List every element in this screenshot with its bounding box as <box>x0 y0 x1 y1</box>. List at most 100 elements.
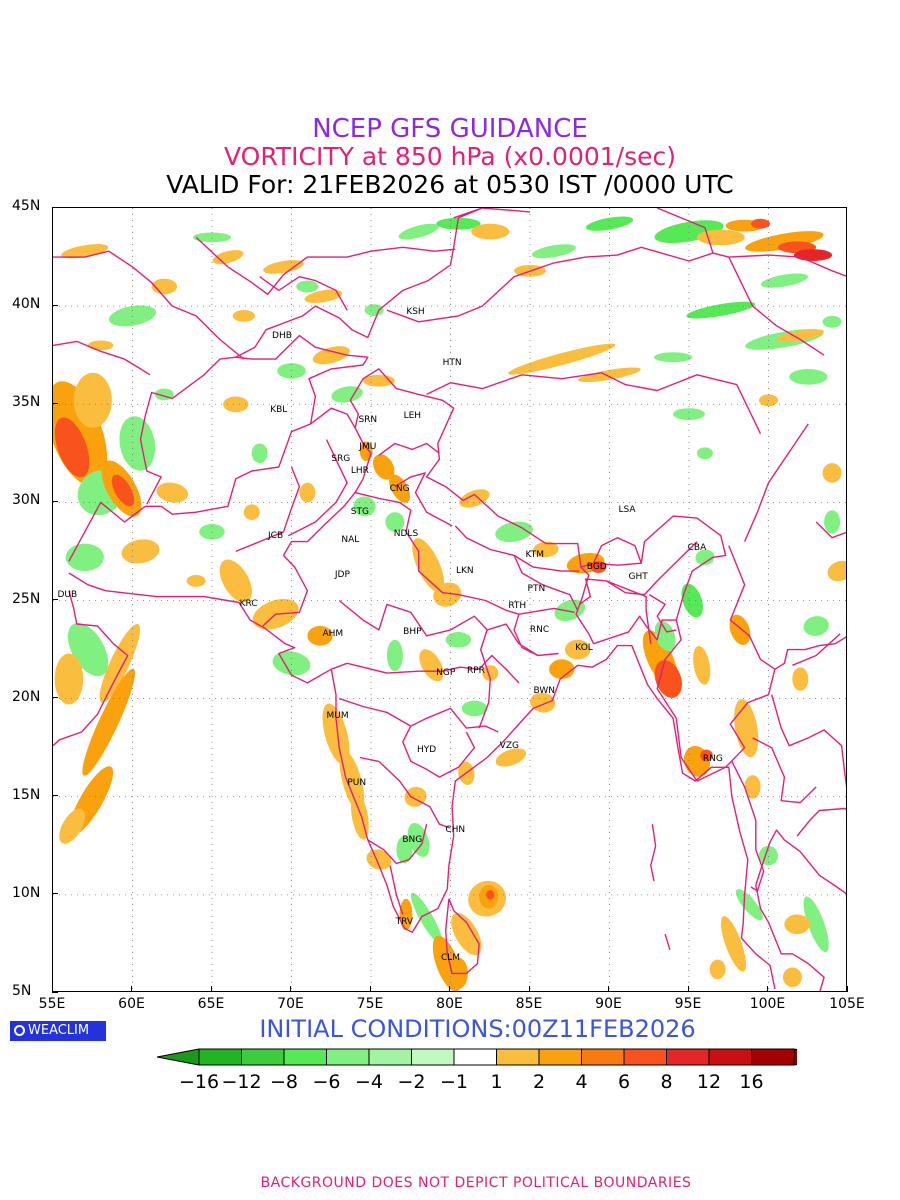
vorticity-blob <box>223 396 249 413</box>
state-line <box>575 566 595 645</box>
vorticity-blob <box>729 614 751 646</box>
city-label-jcb: JCB <box>268 530 284 541</box>
chart-title: NCEP GFS GUIDANCE <box>312 114 588 144</box>
yunnan-line <box>792 633 841 666</box>
vorticity-blob <box>192 232 232 243</box>
vorticity-blob <box>549 659 575 679</box>
state-line <box>513 607 575 657</box>
city-label-bhp: BHP <box>403 626 422 637</box>
vorticity-blob <box>720 916 747 972</box>
state-line <box>648 594 677 633</box>
city-label-ahm: AHM <box>322 628 344 639</box>
lon-tick-label: 85E <box>515 996 543 1012</box>
lon-tick <box>290 986 291 992</box>
city-label-trv: TRV <box>395 917 414 928</box>
vorticity-blob <box>322 703 350 765</box>
city-label-leh: LEH <box>403 411 422 422</box>
china-west-border <box>235 208 483 358</box>
colorbar-label: 2 <box>532 1071 546 1093</box>
lon-tick <box>449 986 450 992</box>
vorticity-blob <box>272 651 311 676</box>
laos-border <box>771 694 846 788</box>
state-line <box>354 491 520 615</box>
state-line <box>389 865 404 915</box>
lon-tick-label: 80E <box>436 996 463 1012</box>
city-label-kbl: KBL <box>270 405 288 416</box>
colorbar-bin <box>751 1048 795 1066</box>
city-label-ktm: KTM <box>525 550 544 561</box>
colorbar-label: −16 <box>178 1071 220 1093</box>
lat-tick <box>52 206 58 208</box>
vorticity-blob <box>822 463 842 483</box>
vorticity-blob <box>827 560 846 582</box>
city-label-nal: NAL <box>341 534 360 545</box>
lon-tick-label: 65E <box>197 996 225 1012</box>
vorticity-blob <box>263 260 304 274</box>
vorticity-blob <box>412 538 445 593</box>
vorticity-blob <box>307 626 333 646</box>
pak-province <box>287 439 348 537</box>
vorticity-blob <box>59 808 85 844</box>
vorticity-blob <box>734 699 759 758</box>
vorticity-blob <box>99 623 140 703</box>
vorticity-blob <box>776 329 824 342</box>
lat-tick-label: 15N <box>12 786 41 803</box>
lat-tick-label: 20N <box>12 688 41 705</box>
city-label-kol: KOL <box>575 642 593 653</box>
vorticity-blob <box>232 310 255 322</box>
iran-north-border <box>53 340 151 376</box>
chart-subtitle: VORTICITY at 850 hPa (x0.0001/sec) <box>223 142 676 171</box>
city-label-bng: BNG <box>402 834 423 845</box>
colorbar-label: −2 <box>397 1071 426 1093</box>
colorbar-bin <box>326 1048 370 1066</box>
lat-tick <box>52 697 58 699</box>
lat-tick <box>52 991 58 993</box>
lat-tick-label: 30N <box>12 492 41 509</box>
vorticity-blob <box>686 301 756 319</box>
lon-tick <box>846 986 848 992</box>
coastline <box>68 572 776 990</box>
vorticity-blob <box>212 250 244 265</box>
vorticity-blob <box>695 549 715 566</box>
colorbar-left-arrow <box>157 1048 200 1066</box>
city-label-rng: RNG <box>702 754 723 765</box>
vorticity-blob <box>251 443 268 464</box>
vorticity-blob <box>744 775 761 799</box>
vorticity-blob <box>186 575 206 587</box>
colorbar <box>157 1048 797 1066</box>
coastline-gulf <box>755 829 846 991</box>
vorticity-blob <box>364 304 384 316</box>
colorbar-bin <box>198 1048 242 1066</box>
vorticity-blob <box>108 305 157 327</box>
state-line <box>378 442 440 456</box>
lat-tick <box>52 893 58 895</box>
lon-tick <box>767 986 768 992</box>
city-label-cng: CNG <box>389 483 410 494</box>
colorbar-label: 12 <box>696 1071 722 1093</box>
state-line <box>359 756 451 829</box>
map-panel: KSH DHB HTN KBL SRN LEH JMU SRG LHR CNG STG LSA JCB N… <box>52 207 847 992</box>
vorticity-blob <box>495 748 527 767</box>
city-label-chn: CHN <box>445 825 466 836</box>
vorticity-blob <box>751 218 770 229</box>
vorticity-blob <box>73 372 112 428</box>
vorticity-blob <box>389 474 411 503</box>
city-label-lkn: LKN <box>455 566 474 577</box>
vorticity-blob <box>735 889 763 921</box>
vorticity-blob <box>199 524 225 540</box>
lat-tick <box>52 402 58 404</box>
vorticity-blob <box>399 898 413 931</box>
vorticity-blob <box>372 454 395 480</box>
vorticity-blob <box>312 346 350 365</box>
thai-internal <box>752 737 817 804</box>
nicobar-islands <box>664 933 671 951</box>
vorticity-blob <box>696 229 745 246</box>
vorticity-blob <box>445 632 472 648</box>
n-border <box>453 208 531 219</box>
vorticity-blob <box>789 369 828 385</box>
vorticity-blob <box>121 539 160 564</box>
colorbar-bin <box>581 1048 625 1066</box>
city-label-ndls: NDLS <box>393 528 419 539</box>
city-label-pun: PUN <box>347 778 367 788</box>
vorticity-blob <box>111 474 135 507</box>
